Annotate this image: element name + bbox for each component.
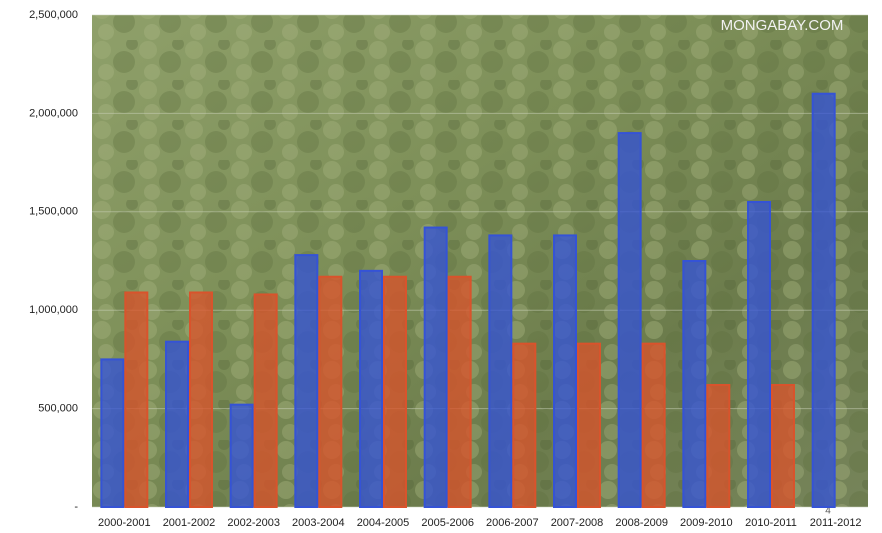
bar bbox=[318, 275, 343, 508]
y-tick-label: - bbox=[74, 501, 78, 513]
bar bbox=[165, 340, 190, 508]
background-texture bbox=[92, 15, 868, 507]
x-tick-label: 2003-2004 bbox=[292, 517, 345, 529]
bar bbox=[512, 342, 537, 508]
bar bbox=[100, 358, 125, 508]
bar bbox=[253, 293, 278, 508]
y-tick-label: 1,500,000 bbox=[29, 206, 78, 218]
bar bbox=[577, 342, 601, 508]
bar bbox=[359, 269, 384, 508]
y-tick-label: 2,500,000 bbox=[29, 9, 78, 21]
bar bbox=[617, 132, 642, 509]
bar bbox=[423, 226, 448, 508]
x-tick-label: 2001-2002 bbox=[163, 517, 216, 529]
y-tick-label: 500,000 bbox=[38, 403, 78, 415]
bar bbox=[641, 342, 666, 508]
bar bbox=[229, 403, 254, 508]
x-tick-label: 2010-2011 bbox=[745, 517, 797, 529]
bar bbox=[706, 383, 731, 509]
bar bbox=[124, 291, 149, 508]
x-tick-label: 2000-2001 bbox=[98, 517, 151, 529]
page-number: 4 bbox=[825, 506, 831, 517]
x-tick-label: 2011-2012 bbox=[810, 517, 862, 529]
x-tick-label: 2006-2007 bbox=[486, 517, 539, 529]
bar bbox=[771, 383, 795, 509]
bar bbox=[811, 92, 836, 508]
x-tick-label: 2005-2006 bbox=[421, 517, 474, 529]
bar bbox=[747, 200, 771, 509]
bar bbox=[488, 234, 513, 509]
watermark: MONGABAY.COM bbox=[721, 17, 844, 34]
x-tick-label: 2002-2003 bbox=[227, 517, 280, 529]
y-tick-label: 2,000,000 bbox=[29, 107, 78, 119]
x-tick-label: 2004-2005 bbox=[357, 517, 410, 529]
x-tick-label: 2008-2009 bbox=[615, 517, 668, 529]
bar bbox=[294, 254, 319, 508]
bar bbox=[682, 260, 707, 508]
bar bbox=[189, 291, 213, 508]
bar bbox=[383, 275, 407, 508]
x-tick-label: 2009-2010 bbox=[680, 517, 733, 529]
y-tick-label: 1,000,000 bbox=[29, 304, 78, 316]
bar bbox=[447, 275, 472, 508]
x-tick-label: 2007-2008 bbox=[551, 517, 604, 529]
bar bbox=[553, 234, 577, 509]
